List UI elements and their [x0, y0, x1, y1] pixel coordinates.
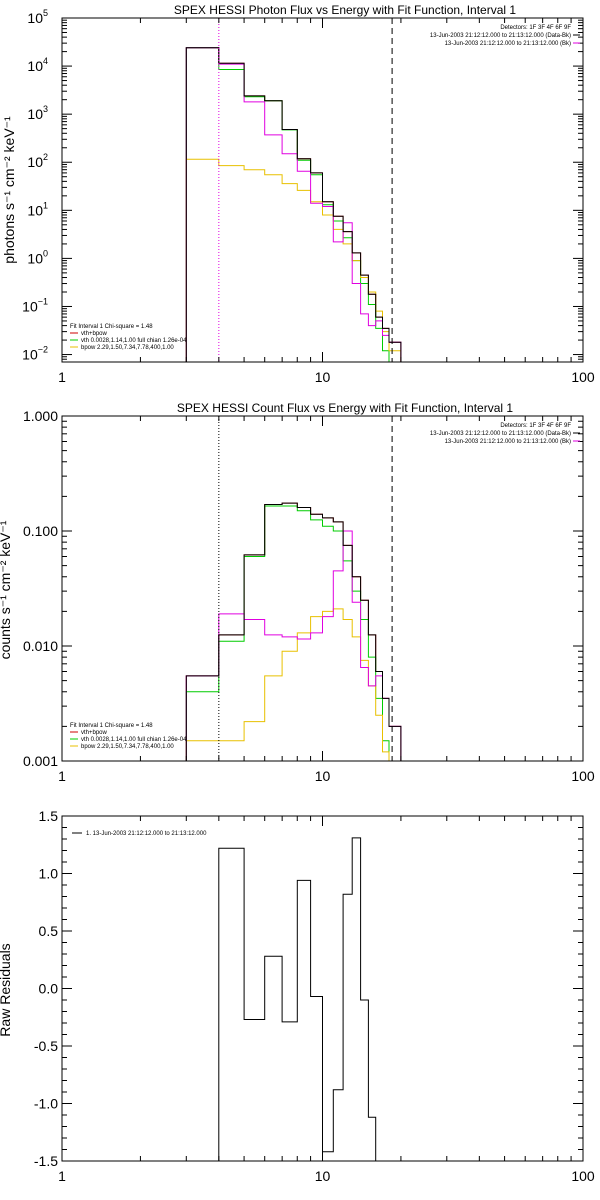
- count-legend-entry: vth 0.0028,1.14,1.00 full chian 1.26e-04: [81, 737, 187, 743]
- photon-y-tick-exponent: −2: [38, 345, 48, 355]
- photon-y-tick-exponent: 3: [43, 104, 48, 114]
- photon-y-tick-label: 100: [27, 248, 48, 266]
- photon-y-tick-exponent: 0: [43, 248, 48, 258]
- residuals-plot: 1 10 100 -1.5 -1.0 -0.5 0.0 0.5 1.0 1.5 1. 13-Jun-…: [34, 808, 595, 1184]
- photon-annotations: Detectors: 1F 3F 4F 6F 9F 13-Jun-2003 21:…: [430, 25, 580, 47]
- count-x-tick-label: 100: [571, 768, 595, 784]
- count-legend: Fit Interval 1 Chi-square = 1.48vth+bpow…: [70, 723, 187, 750]
- residuals-ylabel: Raw Residuals: [0, 943, 13, 1036]
- photon-x-tick-label: 1: [58, 369, 66, 385]
- count-annotation: Detectors: 1F 3F 4F 6F 9F: [500, 423, 571, 429]
- residual-x-tick-label: 10: [315, 1168, 331, 1184]
- photon-y-tick-exponent: 1: [43, 200, 48, 210]
- residual-y-tick-label: 1.0: [39, 866, 59, 882]
- photon-annotation: 13-Jun-2003 21:12:12.000 to 21:13:12.000…: [445, 41, 571, 47]
- photon-y-tick-exponent: 2: [43, 152, 48, 162]
- photon-y-tick-exponent: 4: [43, 56, 48, 66]
- photon-y-tick-exponent: −1: [38, 296, 48, 306]
- count-annotation: 13-Jun-2003 21:12:12.000 to 21:13:12.000…: [445, 439, 571, 445]
- count-flux-plot: 1 10 100 0.001 0.010 0.100 1.000 Detectors: 1F …: [23, 408, 595, 784]
- photon-y-tick-label: 103: [27, 104, 48, 122]
- photon-y-tick-label: 101: [27, 200, 48, 218]
- residual-y-tick-label: -1.5: [34, 1153, 58, 1169]
- count-annotations: Detectors: 1F 3F 4F 6F 9F 13-Jun-2003 21:…: [430, 423, 580, 445]
- residual-y-tick-label: -1.0: [34, 1096, 58, 1112]
- photon-series-trace-4: [185, 47, 402, 362]
- photon-flux-ylabel: photons s⁻¹ cm⁻² keV⁻¹: [1, 116, 17, 264]
- photon-annotation: 13-Jun-2003 21:12:12.000 to 21:13:12.000…: [430, 33, 571, 39]
- photon-legend-entry: bpow 2.29,1.50,7.34,7.78,400,1.00: [81, 345, 174, 351]
- count-y-tick-label: 0.010: [23, 638, 58, 654]
- count-x-ticks: 1 10 100: [58, 416, 595, 784]
- photon-legend-entry: vth+bpow: [81, 331, 108, 337]
- photon-flux-plot: 1 10 10010−210−1100101102103104105Detector…: [22, 8, 595, 385]
- photon-legend-entry: vth 0.0028,1.14,1.00 full chian 1.26e-04: [81, 338, 187, 344]
- count-flux-title: SPEX HESSI Count Flux vs Energy with Fit…: [177, 401, 513, 415]
- count-flux-panel: SPEX HESSI Count Flux vs Energy with Fit…: [0, 401, 595, 784]
- photon-x-tick-label: 10: [315, 369, 331, 385]
- count-series-group: [185, 502, 402, 761]
- residual-x-tick-label: 100: [571, 1168, 595, 1184]
- residual-y-ticks: -1.5 -1.0 -0.5 0.0 0.5 1.0 1.5: [34, 808, 583, 1169]
- count-y-tick-label: 0.100: [23, 523, 58, 539]
- count-legend-entry: vth+bpow: [81, 730, 108, 736]
- photon-y-tick-label: 102: [27, 152, 48, 170]
- photon-y-tick-label: 105: [27, 8, 48, 26]
- count-x-tick-label: 10: [315, 768, 331, 784]
- photon-flux-panel: SPEX HESSI Photon Flux vs Energy with Fi…: [1, 3, 595, 385]
- photon-y-tick-exponent: 5: [43, 8, 48, 18]
- residuals-panel: Raw Residuals 1 10 100 -1.5 -1.0 -0.5 0.0 0.5 1.…: [0, 808, 595, 1184]
- photon-legend-header: Fit Interval 1 Chi-square = 1.48: [70, 324, 153, 330]
- photon-y-tick-label: 104: [27, 56, 48, 74]
- count-series-trace-3: [185, 530, 402, 761]
- count-y-tick-label: 1.000: [23, 408, 58, 424]
- residual-x-ticks: 1 10 100: [58, 816, 595, 1184]
- photon-flux-title: SPEX HESSI Photon Flux vs Energy with Fi…: [174, 3, 516, 17]
- residual-y-tick-label: 0.0: [39, 981, 59, 997]
- count-series-trace-4: [185, 502, 402, 761]
- residual-y-tick-label: 0.5: [39, 923, 59, 939]
- residual-y-tick-label: 1.5: [39, 808, 59, 824]
- residual-legend-entry: 1. 13-Jun-2003 21:12:12.000 to 21:13:12.…: [86, 831, 207, 837]
- photon-legend: Fit Interval 1 Chi-square = 1.48vth+bpow…: [70, 324, 187, 351]
- photon-annotation: Detectors: 1F 3F 4F 6F 9F: [500, 25, 571, 31]
- count-legend-header: Fit Interval 1 Chi-square = 1.48: [70, 723, 153, 729]
- count-legend-entry: bpow 2.29,1.50,7.34,7.78,400,1.00: [81, 744, 174, 750]
- photon-series-trace-3: [185, 47, 402, 362]
- count-x-tick-label: 1: [58, 768, 66, 784]
- count-annotation: 13-Jun-2003 21:12:12.000 to 21:13:12.000…: [430, 431, 571, 437]
- photon-x-tick-label: 100: [571, 369, 595, 385]
- residual-legend: 1. 13-Jun-2003 21:12:12.000 to 21:13:12.…: [72, 831, 207, 837]
- count-y-ticks: 0.001 0.010 0.100 1.000: [23, 408, 583, 769]
- count-y-tick-label: 0.001: [23, 753, 58, 769]
- residual-x-tick-label: 1: [58, 1168, 66, 1184]
- count-flux-ylabel: counts s⁻¹ cm⁻² keV⁻¹: [0, 520, 13, 659]
- photon-series-group: [185, 47, 402, 362]
- residual-y-tick-label: -0.5: [34, 1038, 58, 1054]
